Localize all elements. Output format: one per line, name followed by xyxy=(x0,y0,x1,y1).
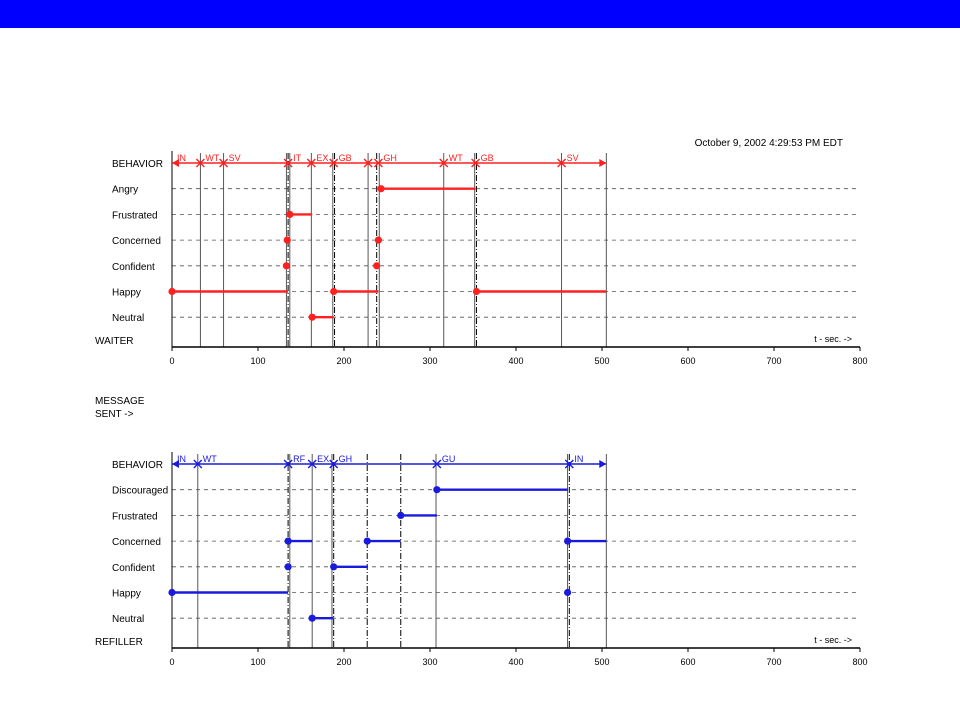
x-tick-label: 700 xyxy=(766,356,781,366)
behavior-marker xyxy=(439,158,449,168)
emotion-onset-point xyxy=(377,185,385,193)
behavior-label: GB xyxy=(481,153,494,163)
emotion-onset-point xyxy=(472,287,481,296)
row-label: BEHAVIOR xyxy=(112,159,163,170)
row-label: Confident xyxy=(112,262,155,273)
row-label: Happy xyxy=(112,288,141,299)
emotion-onset-point xyxy=(397,511,405,519)
row-label: Frustrated xyxy=(112,210,158,221)
x-tick-label: 600 xyxy=(680,657,695,667)
row-label: Happy xyxy=(112,589,141,600)
row-label: Neutral xyxy=(112,313,144,324)
agent-label: REFILLER xyxy=(95,637,143,648)
emotion-onset-point xyxy=(374,236,382,244)
emotion-onset-point xyxy=(363,537,371,545)
message-sent-label: SENT -> xyxy=(95,409,134,420)
x-tick-label: 700 xyxy=(766,657,781,667)
x-unit-label: t - sec. -> xyxy=(814,334,852,344)
x-tick-label: 200 xyxy=(336,356,351,366)
row-label: Frustrated xyxy=(112,511,158,522)
emotion-onset-point xyxy=(168,588,176,597)
title-bar xyxy=(0,0,960,28)
behavior-marker xyxy=(471,158,481,168)
x-tick-label: 800 xyxy=(852,356,867,366)
emotion-onset-point xyxy=(168,287,176,296)
x-tick-label: 300 xyxy=(422,657,437,667)
emotion-onset-point xyxy=(564,588,572,597)
row-label: BEHAVIOR xyxy=(112,460,163,471)
behavior-label: EX xyxy=(317,454,329,464)
behavior-label: GH xyxy=(383,153,397,163)
agent-label: WAITER xyxy=(95,336,134,347)
behavior-marker xyxy=(329,459,339,469)
x-tick-label: 100 xyxy=(250,356,265,366)
behavior-marker xyxy=(363,158,373,168)
emotion-onset-point xyxy=(308,313,316,321)
emotion-onset-point xyxy=(564,537,572,545)
message-sent-label: MESSAGE xyxy=(95,396,145,407)
behavior-label: IN xyxy=(574,454,583,464)
x-tick-label: 100 xyxy=(250,657,265,667)
behavior-marker xyxy=(195,158,205,168)
behavior-marker xyxy=(283,158,293,168)
behavior-label: GB xyxy=(339,153,352,163)
x-tick-label: 400 xyxy=(508,657,523,667)
emotion-onset-point xyxy=(284,537,292,545)
x-tick-label: 500 xyxy=(594,657,609,667)
behavior-marker xyxy=(432,459,442,469)
behavior-marker xyxy=(557,158,567,168)
behavior-label: EX xyxy=(316,153,328,163)
behavior-label: IN xyxy=(177,454,186,464)
behavior-start-arrow xyxy=(172,460,179,468)
x-tick-label: 500 xyxy=(594,356,609,366)
behavior-marker xyxy=(283,459,293,469)
behavior-marker xyxy=(219,158,229,168)
behavior-arrowhead xyxy=(599,159,607,167)
row-label: Neutral xyxy=(112,614,144,625)
x-tick-label: 300 xyxy=(422,356,437,366)
behavior-label: IN xyxy=(177,153,186,163)
timestamp: October 9, 2002 4:29:53 PM EDT xyxy=(695,138,843,149)
x-tick-label: 800 xyxy=(852,657,867,667)
row-label: Discouraged xyxy=(112,486,168,497)
emotion-onset-point xyxy=(286,210,294,218)
row-label: Angry xyxy=(112,185,138,196)
emotion-onset-point xyxy=(308,614,316,622)
x-tick-label: 0 xyxy=(169,657,174,667)
emotion-onset-point xyxy=(330,287,338,296)
behavior-label: GH xyxy=(339,454,353,464)
x-tick-label: 400 xyxy=(508,356,523,366)
behavior-label: WT xyxy=(449,153,463,163)
emotion-onset-point xyxy=(373,262,381,270)
behavior-label: SV xyxy=(229,153,241,163)
x-unit-label: t - sec. -> xyxy=(814,635,852,645)
behavior-label: WT xyxy=(203,454,217,464)
behavior-arrowhead xyxy=(599,460,607,468)
behavior-marker xyxy=(306,158,316,168)
x-tick-label: 600 xyxy=(680,356,695,366)
x-tick-label: 0 xyxy=(169,356,174,366)
emotion-onset-point xyxy=(433,486,441,494)
emotion-onset-point xyxy=(283,236,291,244)
behavior-marker xyxy=(373,158,383,168)
behavior-label: GU xyxy=(442,454,456,464)
behavior-start-arrow xyxy=(172,159,179,167)
row-label: Concerned xyxy=(112,537,161,548)
behavior-label: RF xyxy=(293,454,305,464)
behavior-label: SV xyxy=(567,153,579,163)
row-label: Concerned xyxy=(112,236,161,247)
behavior-marker xyxy=(307,459,317,469)
behavior-label: IT xyxy=(293,153,302,163)
behavior-marker xyxy=(193,459,203,469)
behavior-label: WT xyxy=(205,153,219,163)
x-tick-label: 200 xyxy=(336,657,351,667)
behavior-marker xyxy=(329,158,339,168)
behavior-marker xyxy=(564,459,574,469)
emotion-onset-point xyxy=(330,563,338,571)
emotion-onset-point xyxy=(284,563,292,571)
emotion-onset-point xyxy=(282,262,290,270)
row-label: Confident xyxy=(112,563,155,574)
